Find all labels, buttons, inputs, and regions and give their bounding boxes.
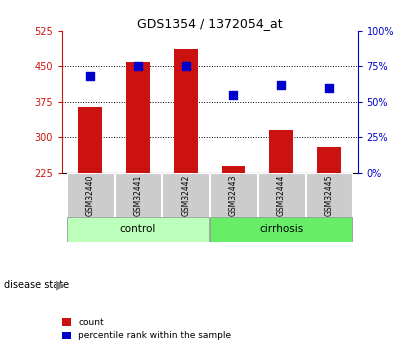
Title: GDS1354 / 1372054_at: GDS1354 / 1372054_at	[137, 17, 282, 30]
Bar	[269, 130, 293, 173]
Text: GSM32444: GSM32444	[277, 174, 286, 216]
Point	[182, 64, 189, 69]
Bar	[79, 107, 102, 173]
Legend: count, percentile rank within the sample: count, percentile rank within the sample	[62, 318, 231, 341]
Bar	[67, 217, 209, 241]
Bar	[305, 173, 352, 217]
Text: disease state: disease state	[4, 280, 69, 289]
Text: GSM32445: GSM32445	[324, 174, 333, 216]
Bar	[174, 49, 198, 173]
Bar	[162, 173, 209, 217]
Text: cirrhosis: cirrhosis	[259, 224, 303, 234]
Point	[87, 74, 94, 79]
Text: ▶: ▶	[55, 278, 65, 291]
Point	[230, 92, 237, 98]
Text: GSM32442: GSM32442	[181, 174, 190, 216]
Bar	[258, 173, 305, 217]
Point	[326, 85, 332, 90]
Text: GSM32443: GSM32443	[229, 174, 238, 216]
Bar	[317, 147, 341, 173]
Text: control: control	[120, 224, 156, 234]
Text: GSM32440: GSM32440	[86, 174, 95, 216]
Point	[135, 64, 141, 69]
Text: GSM32441: GSM32441	[134, 174, 143, 216]
Bar	[210, 173, 257, 217]
Point	[278, 82, 284, 88]
Bar	[115, 173, 162, 217]
Bar	[222, 166, 245, 173]
Bar	[67, 173, 114, 217]
Bar	[210, 217, 352, 241]
Bar	[126, 62, 150, 173]
